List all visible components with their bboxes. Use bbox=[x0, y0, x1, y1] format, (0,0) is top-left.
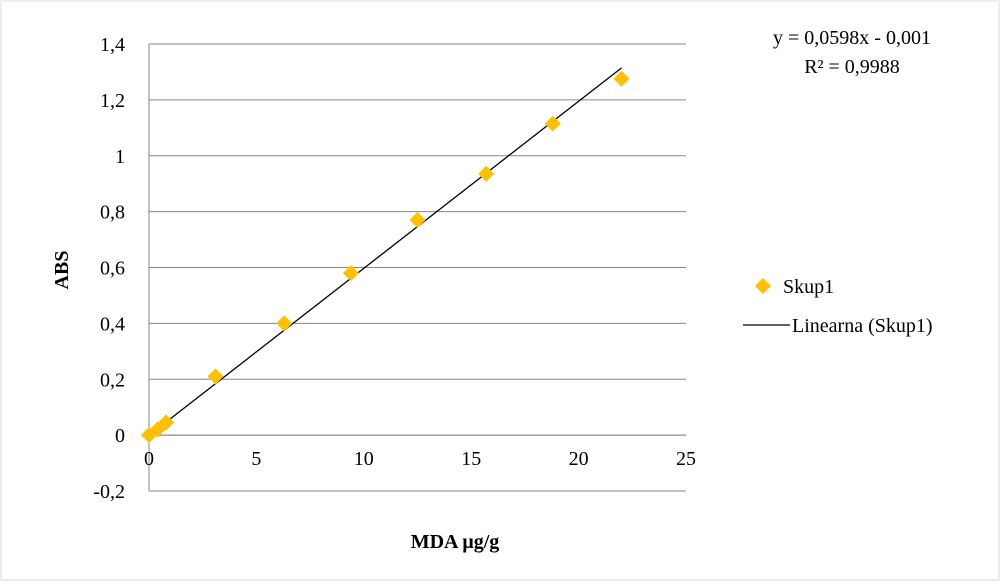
data-point bbox=[207, 368, 224, 385]
x-tick-label: 25 bbox=[676, 448, 696, 470]
data-point bbox=[409, 212, 426, 229]
legend: Skup1 Linearna (Skup1) bbox=[743, 276, 933, 337]
x-tick-label: 20 bbox=[569, 448, 589, 470]
data-point bbox=[276, 315, 293, 332]
x-tick-label: 10 bbox=[354, 448, 374, 470]
y-axis-title: ABS bbox=[51, 251, 73, 290]
y-tick-label: -0,2 bbox=[93, 481, 125, 503]
x-tick-labels: 0 5 10 15 20 25 bbox=[144, 448, 696, 470]
trendline-equation: y = 0,0598x - 0,001 bbox=[773, 27, 931, 49]
x-tick-label: 15 bbox=[461, 448, 481, 470]
y-tick-label: 1 bbox=[115, 146, 125, 168]
y-tick-label: 1,2 bbox=[100, 90, 125, 112]
data-point bbox=[342, 265, 359, 282]
data-point bbox=[158, 414, 175, 431]
y-tick-label: 1,4 bbox=[100, 34, 125, 56]
x-axis-title: MDA μg/g bbox=[411, 531, 500, 553]
legend-marker-skup1 bbox=[755, 278, 771, 294]
legend-label-trendline: Linearna (Skup1) bbox=[792, 315, 933, 337]
legend-label-skup1: Skup1 bbox=[783, 276, 834, 298]
data-point bbox=[613, 70, 630, 87]
y-tick-labels: -0,2 0 0,2 0,4 0,6 0,8 1 1,2 1,4 bbox=[93, 34, 125, 503]
trendline-r-squared: R² = 0,9988 bbox=[804, 56, 900, 78]
y-tick-label: 0,4 bbox=[100, 313, 125, 335]
x-tick-label: 5 bbox=[251, 448, 261, 470]
y-tick-label: 0,2 bbox=[100, 369, 125, 391]
trendline bbox=[148, 67, 622, 436]
y-tick-label: 0,8 bbox=[100, 202, 125, 224]
x-tick-label: 0 bbox=[144, 448, 154, 470]
y-tick-label: 0,6 bbox=[100, 258, 125, 280]
series-points bbox=[141, 70, 630, 444]
data-point bbox=[544, 115, 561, 132]
data-point bbox=[478, 165, 495, 182]
y-tick-label: 0 bbox=[115, 425, 125, 447]
